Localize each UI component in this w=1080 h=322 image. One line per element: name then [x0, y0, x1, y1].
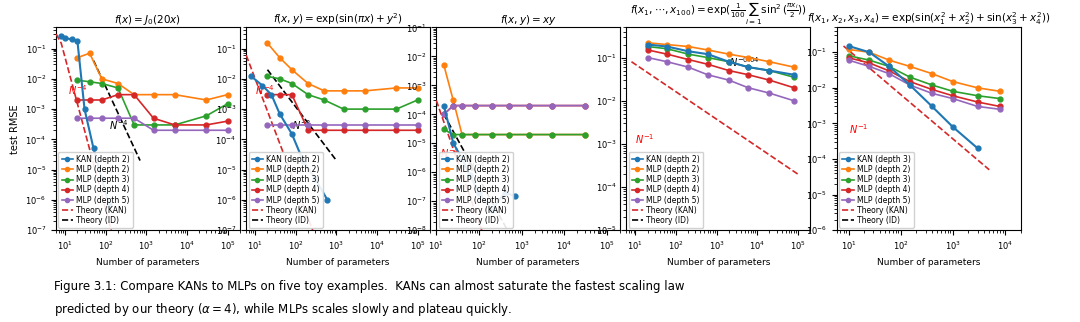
Title: $f(x) = J_0(20x)$: $f(x) = J_0(20x)$ — [114, 13, 181, 27]
Y-axis label: test RMSE: test RMSE — [10, 104, 19, 154]
X-axis label: Number of parameters: Number of parameters — [96, 258, 200, 267]
Legend: KAN (depth 2), MLP (depth 2), MLP (depth 3), MLP (depth 4), MLP (depth 5), Theor: KAN (depth 2), MLP (depth 2), MLP (depth… — [248, 152, 323, 228]
Title: $f(x, y) = \exp(\sin(\pi x) + y^2)$: $f(x, y) = \exp(\sin(\pi x) + y^2)$ — [273, 11, 403, 27]
Text: $N^{-2}$: $N^{-2}$ — [292, 118, 311, 132]
Text: Figure 3.1: Compare KANs to MLPs on five toy examples.  KANs can almost saturate: Figure 3.1: Compare KANs to MLPs on five… — [54, 280, 685, 293]
Text: $N^{-4}$: $N^{-4}$ — [440, 147, 459, 160]
Title: $f(x, y) = xy$: $f(x, y) = xy$ — [500, 13, 556, 27]
X-axis label: Number of parameters: Number of parameters — [877, 258, 981, 267]
Text: $N^{-4}$: $N^{-4}$ — [68, 83, 89, 97]
Text: $N^{-1}$: $N^{-1}$ — [849, 122, 868, 136]
Text: $N^{-4}$: $N^{-4}$ — [255, 83, 275, 97]
Text: predicted by our theory ($\alpha = 4$), while MLPs scales slowly and plateau qui: predicted by our theory ($\alpha = 4$), … — [54, 301, 512, 318]
X-axis label: Number of parameters: Number of parameters — [476, 258, 580, 267]
X-axis label: Number of parameters: Number of parameters — [286, 258, 390, 267]
X-axis label: Number of parameters: Number of parameters — [666, 258, 770, 267]
Text: $N^{-0.04}$: $N^{-0.04}$ — [729, 55, 759, 69]
Legend: KAN (depth 2), MLP (depth 2), MLP (depth 3), MLP (depth 4), MLP (depth 5), Theor: KAN (depth 2), MLP (depth 2), MLP (depth… — [629, 152, 703, 228]
Text: $N^{-4}$: $N^{-4}$ — [109, 118, 129, 132]
Title: $f(x_1,\cdots,x_{100})=\exp(\frac{1}{100}\sum_{i=1}^{100}\sin^2(\frac{\pi x_i}{2: $f(x_1,\cdots,x_{100})=\exp(\frac{1}{100… — [630, 0, 807, 27]
Text: $N^{-4}$: $N^{-4}$ — [467, 160, 486, 174]
Legend: KAN (depth 2), MLP (depth 2), MLP (depth 3), MLP (depth 4), MLP (depth 5), Theor: KAN (depth 2), MLP (depth 2), MLP (depth… — [58, 152, 133, 228]
Legend: KAN (depth 3), MLP (depth 2), MLP (depth 3), MLP (depth 4), MLP (depth 5), Theor: KAN (depth 3), MLP (depth 2), MLP (depth… — [839, 152, 914, 228]
Text: $N^{-1}$: $N^{-1}$ — [635, 132, 654, 146]
Legend: KAN (depth 2), MLP (depth 2), MLP (depth 3), MLP (depth 4), MLP (depth 5), Theor: KAN (depth 2), MLP (depth 2), MLP (depth… — [438, 152, 513, 228]
Title: $f(x_1,x_2,x_3,x_4)=\exp(\sin(x_1^2+x_2^2)+\sin(x_3^2+x_4^2))$: $f(x_1,x_2,x_3,x_4)=\exp(\sin(x_1^2+x_2^… — [807, 11, 1051, 27]
